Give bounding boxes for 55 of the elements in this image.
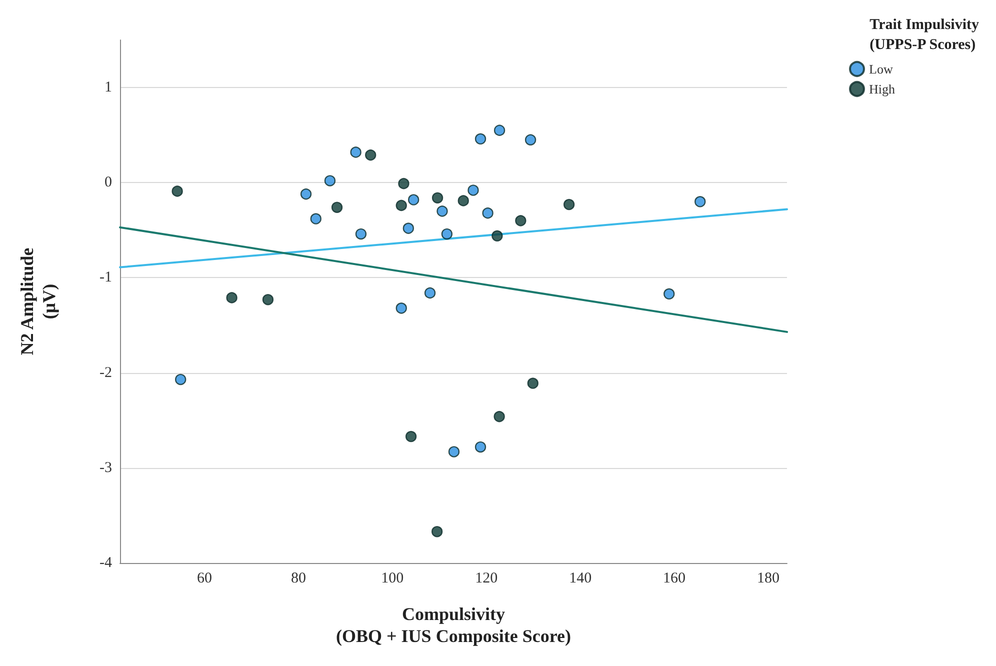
point: [563, 198, 575, 210]
point: [474, 441, 486, 453]
point: [524, 134, 536, 146]
point: [424, 287, 436, 299]
x-tick-label: 120: [475, 570, 498, 586]
legend-label: Low: [869, 62, 894, 76]
point: [405, 430, 417, 442]
x-axis-title: Compulsivity (OBQ + IUS Composite Score): [336, 604, 571, 646]
point: [408, 194, 420, 206]
x-tick-label: 160: [663, 570, 686, 586]
y-tick-label: -3: [100, 460, 112, 476]
y-tick-label: 1: [104, 80, 112, 96]
point: [175, 374, 186, 386]
x-tick-label: 100: [381, 570, 404, 586]
x-tick-label: 80: [290, 570, 306, 586]
point: [441, 228, 453, 240]
point: [527, 378, 538, 389]
y-tick-label: 0: [104, 174, 112, 191]
point: [448, 446, 460, 458]
point: [310, 213, 322, 224]
point: [515, 215, 526, 226]
point: [468, 184, 479, 196]
point: [300, 188, 312, 200]
point: [458, 195, 469, 206]
legend-title: Trait Impulsivity (UPPS-P Scores): [870, 17, 980, 53]
x-tick-label: 140: [569, 570, 592, 586]
x-tick-label: 60: [197, 570, 212, 586]
point: [494, 410, 505, 422]
legend-label: High: [869, 82, 896, 96]
point: [365, 149, 376, 161]
y-tick-label: -4: [100, 555, 112, 571]
point: [482, 207, 494, 219]
point: [398, 178, 410, 190]
point: [402, 222, 414, 234]
point: [494, 124, 506, 136]
point: [664, 288, 675, 300]
point: [324, 175, 336, 186]
point: [474, 133, 486, 144]
y-axis-title: N2 Amplitude (μV): [17, 248, 59, 356]
point: [226, 292, 238, 304]
point: [355, 228, 367, 240]
point: [331, 202, 343, 213]
point: [396, 200, 407, 212]
point: [492, 230, 503, 242]
y-tick-label: -2: [100, 364, 112, 381]
point: [172, 186, 183, 197]
point: [396, 302, 407, 314]
x-tick-label: 180: [756, 570, 780, 586]
y-tick-label: -1: [100, 270, 112, 286]
point: [436, 206, 448, 217]
point: [694, 196, 706, 208]
point: [431, 526, 443, 538]
point: [432, 192, 444, 204]
point: [350, 146, 362, 158]
point: [262, 294, 274, 306]
